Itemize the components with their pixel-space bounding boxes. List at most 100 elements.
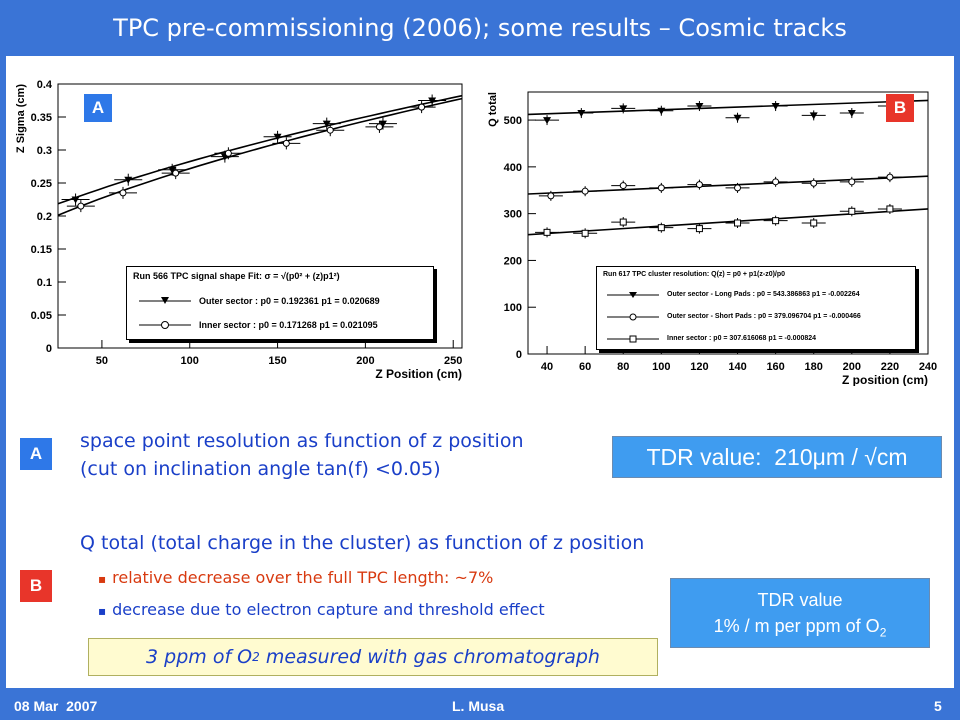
data-point (771, 103, 780, 111)
y-tick-label: 0.1 (37, 277, 52, 289)
footer-date: 08 Mar 2007 (14, 698, 98, 714)
chart-b-legend-short: Outer sector - Short Pads : p0 = 379.096… (667, 313, 861, 320)
data-point (809, 112, 818, 120)
data-point (619, 105, 628, 113)
x-tick-label: 160 (766, 361, 784, 373)
slide-content: 0 0.05 0.1 0.15 0.2 0.25 0.3 0.35 0.4 50 100 150 200… (6, 56, 954, 688)
data-point (772, 178, 780, 186)
data-point (657, 184, 665, 192)
tdr-value-b-line1: TDR value (757, 590, 843, 610)
chart-b-badge: B (886, 94, 914, 122)
data-point (418, 103, 426, 111)
data-point (224, 149, 232, 157)
data-point (326, 126, 334, 134)
chart-a-legend-outer: Outer sector : p0 = 0.192361 p1 = 0.0206… (199, 296, 380, 306)
fit-line (527, 208, 929, 236)
x-tick-label: 120 (690, 361, 708, 373)
tdr-value-a-suffix: m / √cm (825, 443, 908, 470)
fit-curve (57, 94, 463, 205)
data-point (577, 110, 586, 118)
x-tick-label: 250 (444, 355, 462, 367)
tdr-value-b-line2-text: 1% / m per ppm of O (713, 616, 880, 636)
data-point (848, 178, 856, 186)
data-point (772, 217, 780, 225)
data-point (734, 219, 742, 227)
tdr-value-b-box: TDR value 1% / m per ppm of O2 (670, 578, 930, 648)
slide-footer: 08 Mar 2007 L. Musa 5 (0, 688, 960, 720)
data-point (734, 184, 742, 192)
data-point (810, 179, 818, 187)
data-point (581, 187, 589, 195)
data-point (847, 110, 856, 118)
chart-a-badge: A (84, 94, 112, 122)
y-tick-label: 200 (504, 255, 522, 267)
chart-b-legend-inner: Inner sector : p0 = 307.616068 p1 = -0.0… (667, 335, 817, 342)
data-point (886, 173, 894, 181)
data-point (71, 196, 80, 204)
section-b-item1: ▪ relative decrease over the full TPC len… (98, 568, 493, 587)
y-tick-label: 500 (504, 115, 522, 127)
tdr-value-a-box: TDR value: 210 μ m / √cm (612, 436, 942, 478)
x-tick-label: 240 (919, 361, 937, 373)
data-point (619, 182, 627, 190)
y-tick-label: 0.3 (37, 145, 52, 157)
data-point (810, 219, 818, 227)
data-point (657, 107, 666, 115)
data-point (619, 218, 627, 226)
data-point (77, 202, 85, 210)
y-tick-label: 400 (504, 162, 522, 174)
chart-b-legend-markers (607, 292, 659, 343)
data-point (378, 120, 387, 128)
data-point (273, 133, 282, 141)
gas-note-prefix: 3 ppm of O (146, 646, 253, 668)
section-a-line1: space point resolution as function of z … (80, 430, 524, 452)
chart-a-legend-title: Run 566 TPC signal shape Fit: σ = √(p0² … (133, 271, 340, 281)
y-tick-label: 0.2 (37, 211, 52, 223)
data-point (172, 169, 180, 177)
y-tick-label: 0.15 (31, 244, 52, 256)
data-point (848, 207, 856, 215)
data-point (543, 117, 552, 125)
tdr-value-b-subscript: 2 (879, 625, 887, 640)
data-point (322, 120, 331, 128)
footer-page-number: 5 (934, 698, 942, 714)
section-b-heading: Q total (total charge in the cluster) as… (80, 532, 645, 554)
x-tick-label: 100 (652, 361, 670, 373)
data-point (375, 123, 383, 131)
chart-b-legend: Run 617 TPC cluster resolution: Q(z) = p… (596, 266, 916, 350)
chart-b-legend-title: Run 617 TPC cluster resolution: Q(z) = p… (603, 271, 786, 278)
x-tick-label: 100 (181, 355, 199, 367)
footer-author: L. Musa (452, 698, 505, 714)
tdr-value-a-prefix: TDR value: 210 (646, 443, 813, 470)
x-tick-label: 40 (541, 361, 553, 373)
x-axis-label: Z Position (cm) (375, 367, 462, 381)
x-tick-label: 200 (843, 361, 861, 373)
section-b-item2: ▪ decrease due to electron capture and th… (98, 600, 545, 619)
x-tick-label: 180 (805, 361, 823, 373)
y-tick-label: 300 (504, 209, 522, 221)
data-point (547, 192, 555, 200)
fit-line (527, 99, 929, 116)
section-a-line2: (cut on inclination angle tan(f) <0.05) (80, 458, 441, 480)
section-b-badge: B (20, 570, 52, 602)
section-a-badge: A (20, 438, 52, 470)
chart-a-legend: Run 566 TPC signal shape Fit: σ = √(p0² … (126, 266, 434, 340)
data-point (886, 205, 894, 213)
fit-curve (57, 97, 463, 216)
data-point (657, 224, 665, 232)
bullet-icon: ▪ (98, 572, 107, 586)
data-point (695, 225, 703, 233)
bullet-icon: ▪ (98, 604, 107, 618)
x-tick-label: 80 (617, 361, 629, 373)
data-point (695, 181, 703, 189)
data-point (119, 189, 127, 197)
data-point (543, 228, 551, 236)
y-tick-label: 0.05 (31, 310, 52, 322)
section-b-item1-text: relative decrease over the full TPC leng… (112, 568, 494, 587)
y-tick-label: 0.4 (37, 79, 53, 91)
y-axis-label: Z Sigma (cm) (15, 84, 27, 153)
x-tick-label: 200 (356, 355, 374, 367)
data-point (168, 166, 177, 174)
chart-a-legend-inner: Inner sector : p0 = 0.171268 p1 = 0.0210… (199, 320, 378, 330)
